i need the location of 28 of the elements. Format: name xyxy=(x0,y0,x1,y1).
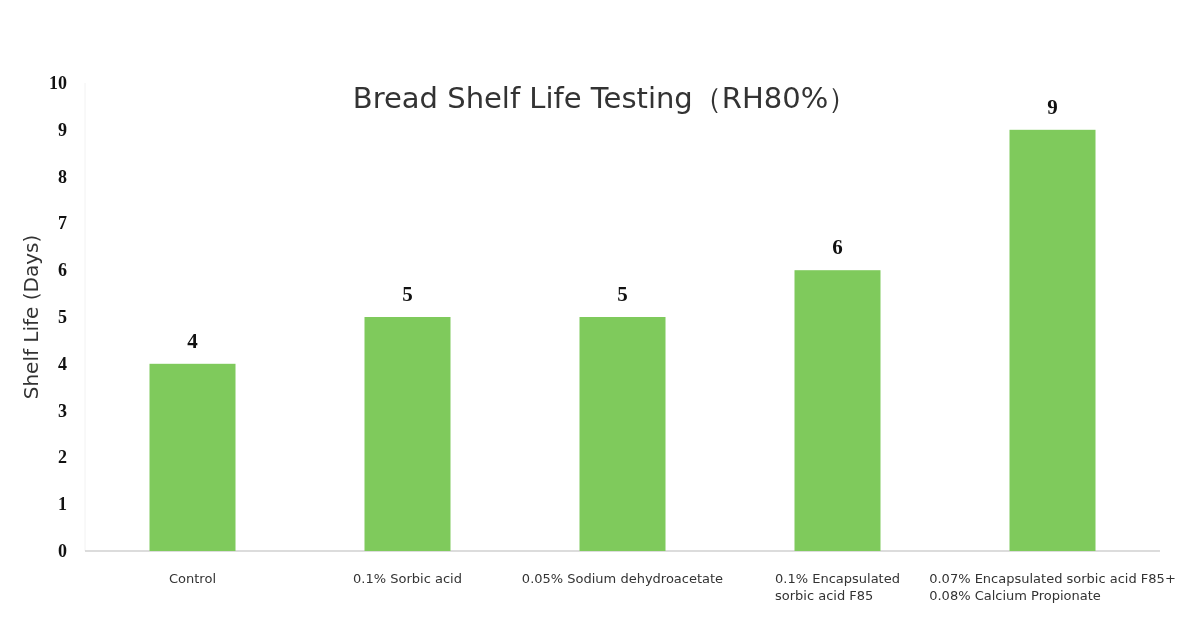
y-tick-label: 3 xyxy=(58,400,67,421)
data-label: 5 xyxy=(402,282,413,306)
y-tick-label: 9 xyxy=(58,119,67,140)
x-tick-label: 0.07% Encapsulated sorbic acid F85+ 0.08% Calcium Propionate xyxy=(929,571,1176,603)
y-axis-title: Shelf Life (Days) xyxy=(19,234,43,400)
data-label: 6 xyxy=(832,235,843,260)
x-tick-label: Control xyxy=(169,571,216,586)
y-tick-label: 8 xyxy=(58,166,67,187)
y-tick-label: 10 xyxy=(49,73,67,93)
chart-title: Bread Shelf Life Testing（RH80%） xyxy=(352,81,858,115)
y-tick-label: 1 xyxy=(58,494,67,515)
data-label: 9 xyxy=(1047,94,1058,119)
data-label: 4 xyxy=(187,328,199,353)
y-tick-label: 6 xyxy=(58,260,67,281)
data-label: 5 xyxy=(617,282,628,306)
y-tick-label: 4 xyxy=(58,353,67,374)
bar xyxy=(794,270,881,551)
bar xyxy=(149,363,236,551)
y-tick-label: 2 xyxy=(58,447,67,468)
x-tick-label: 0.05% Sodium dehydroacetate xyxy=(521,571,724,586)
bar xyxy=(364,317,451,551)
y-tick-label: 5 xyxy=(58,307,67,327)
bar xyxy=(1009,129,1096,551)
x-tick-label: 0.1% Encapsulated sorbic acid F85 xyxy=(775,571,900,603)
bar xyxy=(579,317,666,551)
y-tick-label: 7 xyxy=(58,213,67,234)
x-tick-label: 0.1% Sorbic acid xyxy=(353,571,462,586)
y-tick-label: 0 xyxy=(58,541,67,561)
